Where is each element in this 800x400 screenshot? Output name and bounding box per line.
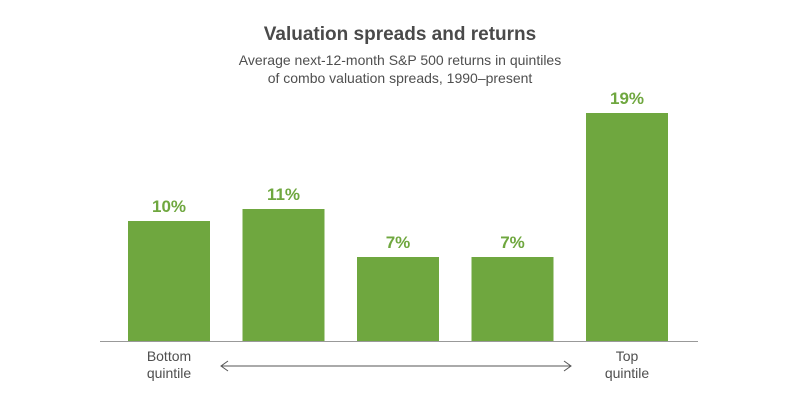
x-label-top-line-1: Top — [615, 348, 639, 364]
x-label-top-quintile: Top quintile — [567, 348, 687, 382]
arrow-left-head-icon — [220, 360, 229, 372]
chart-subtitle: Average next-12-month S&P 500 returns in… — [0, 51, 800, 87]
data-label-2: 11% — [267, 185, 300, 204]
bar-2 — [242, 209, 325, 341]
data-label-3: 7% — [386, 233, 411, 252]
x-label-bottom-line-1: Bottom — [146, 348, 192, 364]
bar-4 — [471, 257, 554, 341]
chart-title: Valuation spreads and returns — [263, 24, 537, 45]
data-label-5: 19% — [610, 89, 644, 108]
x-label-bottom-line-2: quintile — [146, 365, 192, 381]
data-label-4: 7% — [500, 233, 525, 252]
bar-5 — [586, 113, 668, 341]
subtitle-line-2: of combo valuation spreads, 1990–present — [267, 70, 533, 86]
arrow-right-head-icon — [563, 360, 572, 372]
x-label-bottom-quintile: Bottom quintile — [109, 348, 229, 382]
data-label-1: 10% — [152, 197, 186, 216]
bar-3 — [357, 257, 439, 341]
bar-1 — [128, 221, 210, 341]
subtitle-line-1: Average next-12-month S&P 500 returns in… — [238, 52, 562, 68]
x-label-top-line-2: quintile — [604, 365, 650, 381]
